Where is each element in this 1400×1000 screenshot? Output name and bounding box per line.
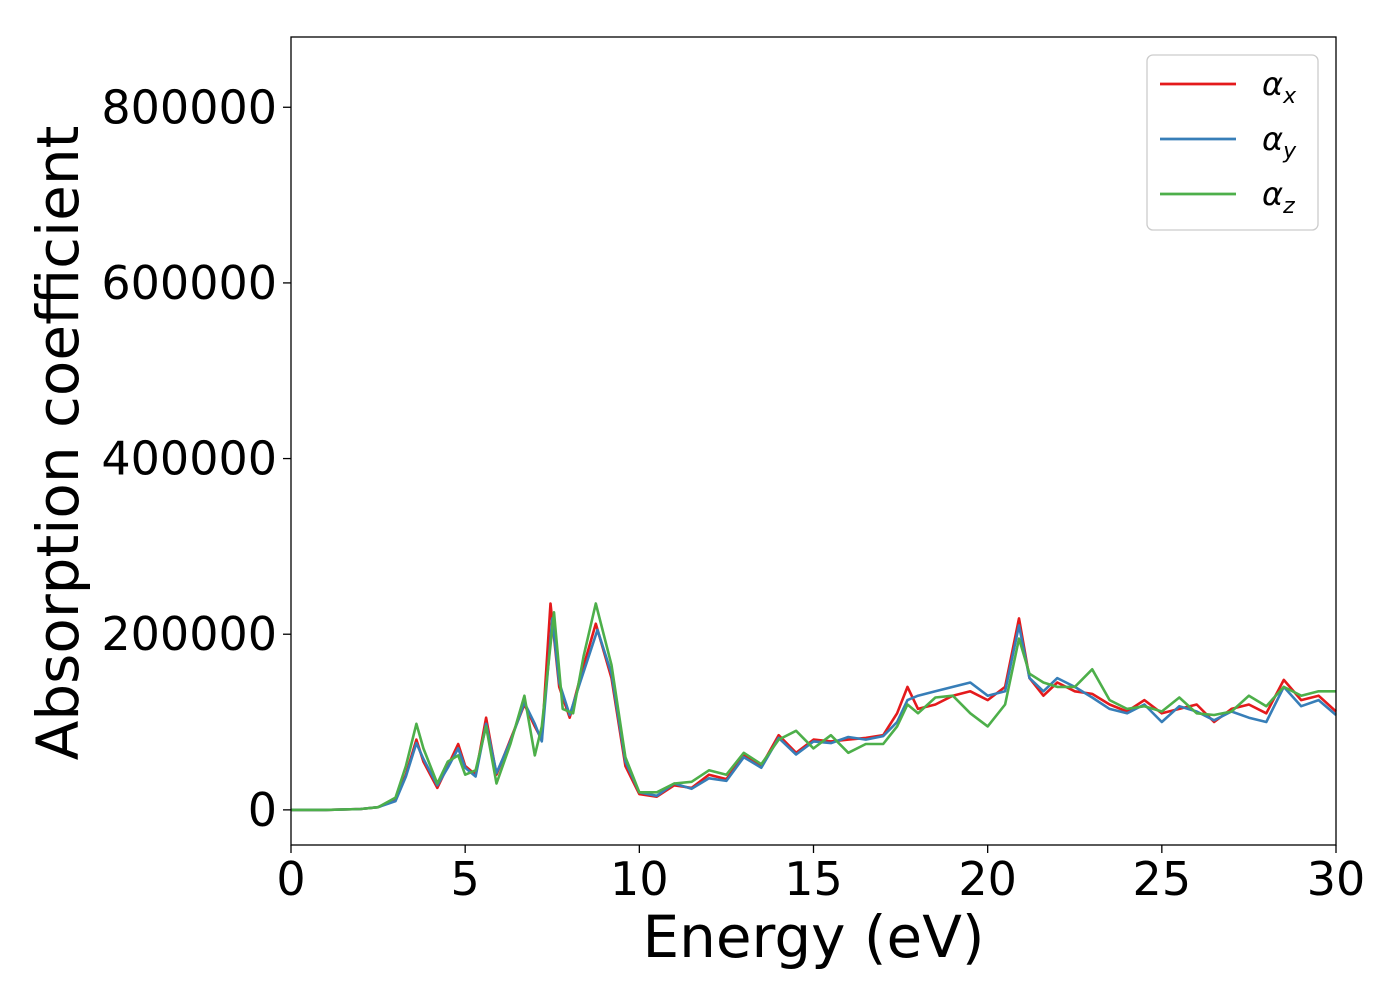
ticks-layer: 0 5 10 15 20 25 30 0 200000 400000 600000 800000: [101, 80, 1365, 906]
x-tick-label: 15: [784, 852, 843, 906]
legend: αx αy αz: [1146, 54, 1319, 231]
x-tick-label: 0: [276, 852, 305, 906]
x-tick-label: 25: [1133, 852, 1192, 906]
x-tick-label: 20: [958, 852, 1017, 906]
y-tick-label: 0: [248, 783, 277, 837]
series-line-y: [291, 617, 1337, 812]
series-line-x: [291, 602, 1337, 812]
legend-box: [1146, 54, 1319, 231]
legend-label-z: αz: [1262, 175, 1295, 219]
x-tick-label: 30: [1307, 852, 1366, 906]
y-axis-title: Absorption coefficient: [24, 126, 92, 761]
legend-label-y: αy: [1262, 120, 1297, 164]
y-tick-label: 800000: [101, 80, 277, 134]
y-tick-label: 200000: [101, 607, 277, 661]
series-line-z: [291, 602, 1336, 812]
series-layer: [291, 602, 1337, 812]
x-axis-title: Energy (eV): [642, 903, 984, 971]
x-tick-label: 5: [451, 852, 480, 906]
x-tick-label: 10: [610, 852, 669, 906]
y-tick-label: 400000: [101, 432, 277, 486]
y-tick-label: 600000: [101, 256, 277, 310]
legend-label-x: αx: [1262, 65, 1297, 109]
